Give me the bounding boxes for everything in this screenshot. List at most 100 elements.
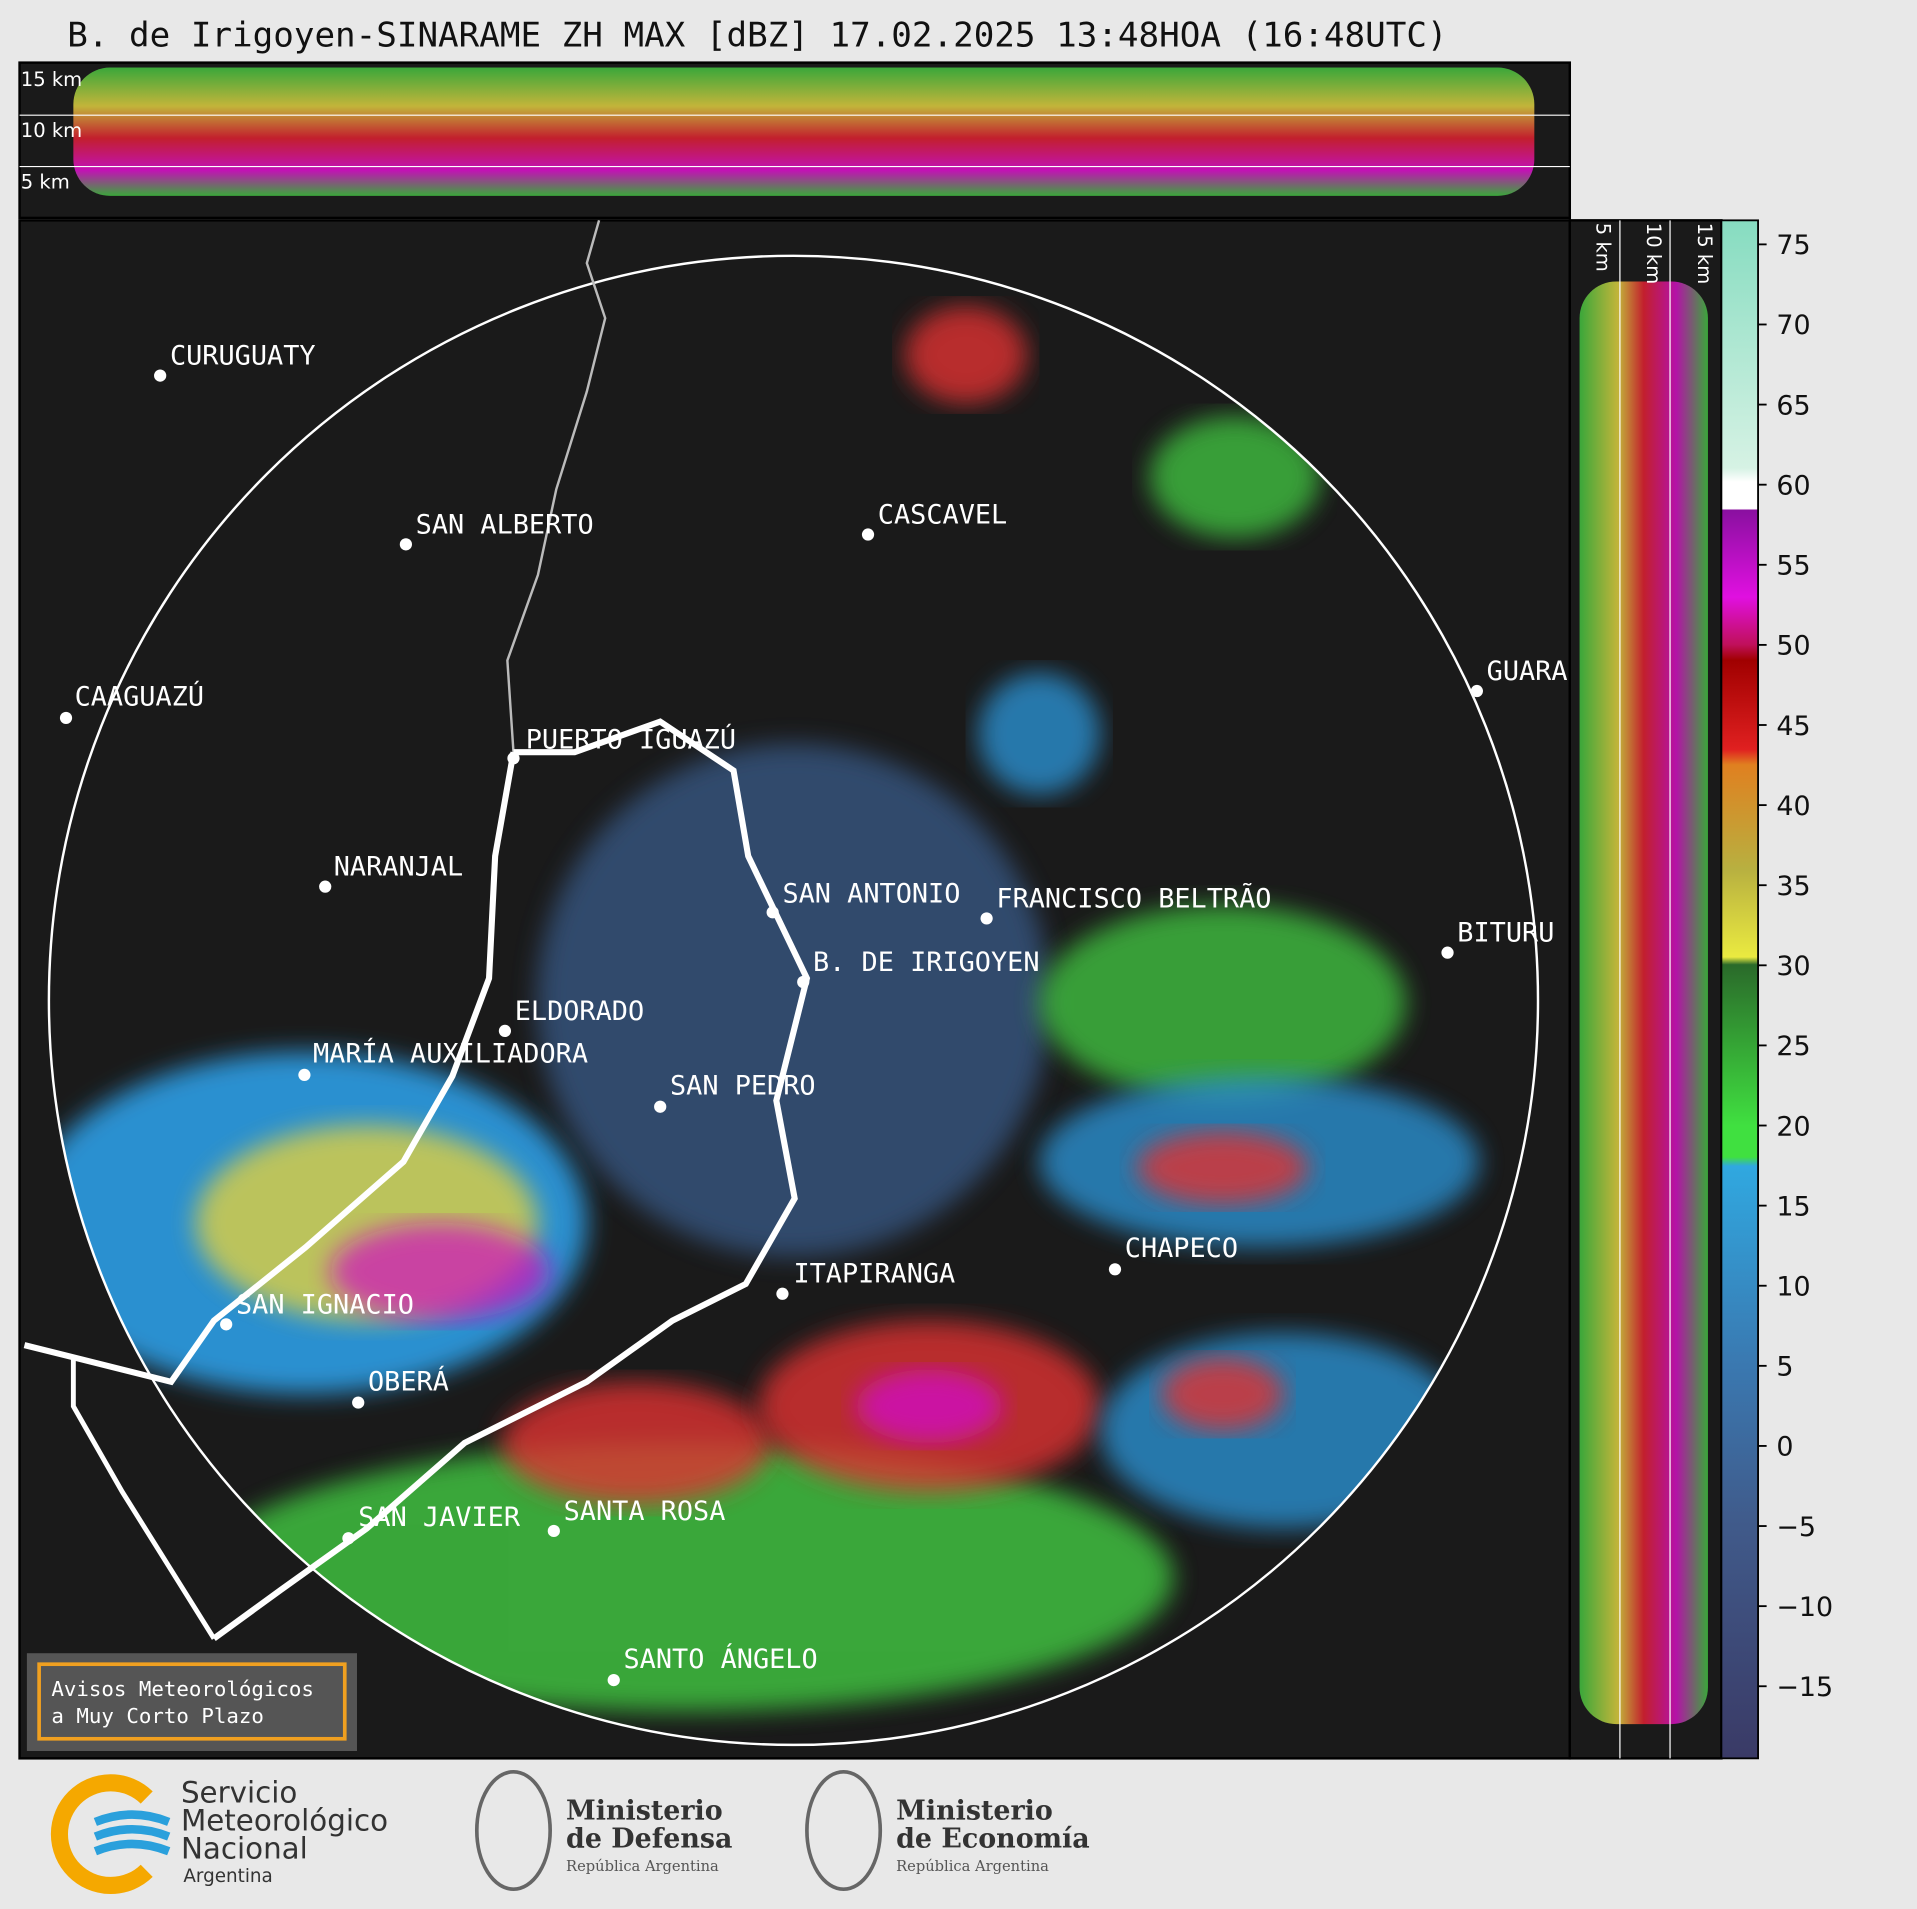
alt-label: 10 km — [21, 119, 82, 142]
colorbar-tick-label: 70 — [1776, 310, 1810, 341]
place-label: BITURU — [1457, 918, 1554, 949]
colorbar-tick-label: −5 — [1776, 1512, 1816, 1543]
colorbar-tick-label: 75 — [1776, 230, 1810, 261]
place-dot — [507, 752, 520, 765]
place-label: SAN PEDRO — [670, 1070, 816, 1101]
colorbar-tick-label: 65 — [1776, 390, 1810, 421]
place-dot — [498, 1024, 512, 1038]
colorbar-tick-label: 0 — [1776, 1432, 1793, 1463]
top-echo — [73, 67, 1535, 196]
place-dot — [399, 538, 413, 551]
colorbar-tick-label: −15 — [1776, 1672, 1833, 1703]
logo-text: Ministerio — [896, 1795, 1053, 1826]
place-dot — [797, 975, 810, 989]
place-label: CAAGUAZÚ — [75, 681, 204, 713]
place-label: MARÍA AUXILIADORA — [313, 1038, 588, 1070]
place-dot — [154, 369, 167, 382]
alt-label: 5 km — [1592, 223, 1615, 272]
colorbar-tick-label: 35 — [1776, 871, 1810, 902]
place-label: SAN ALBERTO — [416, 509, 594, 540]
place-dot — [298, 1068, 311, 1082]
colorbar-tick-label: 20 — [1776, 1111, 1810, 1142]
place-label: SAN ANTONIO — [782, 879, 960, 910]
place-label: NARANJAL — [334, 852, 463, 883]
logo-text: Meteorológico — [181, 1803, 388, 1837]
place-dot — [654, 1100, 667, 1113]
smn-logo — [50, 1774, 153, 1895]
border — [506, 220, 607, 753]
notice-frame — [37, 1662, 347, 1741]
logo-text: Nacional — [181, 1832, 308, 1866]
coat-of-arms — [474, 1769, 552, 1891]
border — [23, 751, 517, 1386]
colorbar-tick-label: 45 — [1776, 711, 1810, 742]
colorbar-tick-label: 50 — [1776, 631, 1810, 662]
place-label: CHAPECO — [1125, 1233, 1238, 1264]
place-label: ELDORADO — [515, 996, 644, 1027]
place-dot — [1470, 684, 1483, 698]
coat-of-arms — [805, 1769, 883, 1891]
smn-logo — [93, 1810, 171, 1856]
logo-text: de Defensa — [566, 1824, 732, 1855]
logo-text: Servicio — [181, 1775, 297, 1809]
place-dot — [980, 912, 993, 925]
colorbar-tick-label: 25 — [1776, 1031, 1810, 1062]
colorbar — [1720, 219, 1759, 1760]
notice-text: Avisos Meteorológicos — [51, 1677, 314, 1701]
range-ring — [47, 254, 1540, 1747]
place-dot — [220, 1318, 233, 1331]
place-dot — [319, 880, 332, 893]
place-label: SAN JAVIER — [358, 1502, 521, 1533]
logo-text: de Economía — [896, 1824, 1090, 1855]
place-label: PUERTO IGUAZÚ — [526, 723, 736, 755]
place-dot — [1108, 1263, 1122, 1276]
place-label: ITAPIRANGA — [793, 1259, 955, 1290]
alt-label: 5 km — [21, 171, 70, 194]
place-dot — [342, 1532, 355, 1545]
colorbar-tick-label: 10 — [1776, 1272, 1810, 1303]
place-dot — [59, 711, 73, 725]
title: B. de Irigoyen-SINARAME ZH MAX [dBZ] 17.… — [67, 16, 1447, 56]
side-echo — [1579, 281, 1708, 1725]
logo-text: República Argentina — [896, 1858, 1049, 1875]
echoes — [48, 305, 1480, 1712]
place-dot — [352, 1396, 365, 1409]
place-label: GUARA — [1487, 656, 1568, 687]
logo-text: Argentina — [183, 1866, 272, 1887]
place-label: CURUGUATY — [170, 341, 316, 372]
places: CURUGUATY SAN ALBERTO CAAGUAZÚ CASCAVEL GUAR… — [59, 341, 1568, 1687]
colorbar-tick-label: 30 — [1776, 951, 1810, 982]
alt-label: 15 km — [1693, 223, 1716, 284]
place-label: B. DE IRIGOYEN — [813, 947, 1040, 978]
notice-box — [26, 1653, 357, 1752]
place-dot — [547, 1524, 560, 1538]
place-label: SAN IGNACIO — [236, 1289, 414, 1320]
border — [212, 718, 811, 1642]
colorbar-tick-label: −10 — [1776, 1592, 1833, 1623]
place-dot — [607, 1673, 620, 1687]
place-dot — [776, 1287, 789, 1300]
alt-label: 10 km — [1642, 223, 1665, 284]
colorbar-tick-label: 60 — [1776, 470, 1810, 501]
place-label: SANTO ÁNGELO — [624, 1643, 818, 1675]
place-label: SANTA ROSA — [564, 1496, 726, 1527]
colorbar-tick-label: 40 — [1776, 791, 1810, 822]
border — [70, 1357, 217, 1640]
notice-text: a Muy Corto Plazo — [51, 1704, 264, 1728]
place-dot — [1441, 946, 1454, 959]
place-label: FRANCISCO BELTRÃO — [996, 882, 1271, 914]
colorbar-tick-label: 5 — [1776, 1352, 1793, 1383]
alt-label: 15 km — [21, 68, 82, 91]
footer: Servicio Meteorológico Nacional Argentin… — [50, 1769, 1090, 1895]
place-label: CASCAVEL — [878, 500, 1007, 531]
colorbar-tick-label: 15 — [1776, 1191, 1810, 1222]
place-label: OBERÁ — [368, 1365, 449, 1397]
place-dot — [861, 528, 875, 541]
logo-text: Ministerio — [566, 1795, 723, 1826]
place-dot — [766, 906, 779, 919]
colorbar-tick-label: 55 — [1776, 551, 1810, 582]
logo-text: República Argentina — [566, 1858, 719, 1875]
